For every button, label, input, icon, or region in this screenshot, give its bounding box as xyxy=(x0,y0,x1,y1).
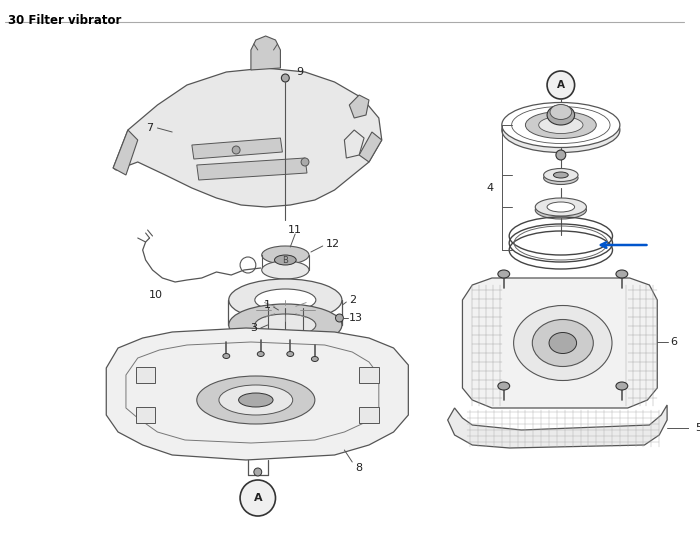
Text: 1: 1 xyxy=(264,300,271,310)
Ellipse shape xyxy=(536,198,587,216)
Polygon shape xyxy=(106,328,408,460)
Ellipse shape xyxy=(502,108,620,152)
Text: 4: 4 xyxy=(486,183,493,193)
Text: 3: 3 xyxy=(251,323,258,333)
Text: 2: 2 xyxy=(349,295,356,305)
Text: 13: 13 xyxy=(349,313,363,323)
Polygon shape xyxy=(251,36,281,70)
Text: B: B xyxy=(282,256,288,264)
Ellipse shape xyxy=(547,105,575,125)
Ellipse shape xyxy=(258,351,264,356)
Polygon shape xyxy=(359,367,379,383)
Ellipse shape xyxy=(526,111,596,139)
Ellipse shape xyxy=(197,376,315,424)
Ellipse shape xyxy=(547,202,575,212)
Ellipse shape xyxy=(239,393,273,407)
Circle shape xyxy=(547,71,575,99)
Ellipse shape xyxy=(616,382,628,390)
Ellipse shape xyxy=(219,385,293,415)
Text: A: A xyxy=(556,80,565,90)
Polygon shape xyxy=(349,95,369,118)
Ellipse shape xyxy=(255,289,316,311)
Ellipse shape xyxy=(549,332,577,354)
Ellipse shape xyxy=(536,201,587,219)
Circle shape xyxy=(232,146,240,154)
Polygon shape xyxy=(136,367,155,383)
Polygon shape xyxy=(344,130,364,158)
Text: 6: 6 xyxy=(671,337,678,347)
Polygon shape xyxy=(136,407,155,423)
Ellipse shape xyxy=(312,356,318,362)
Ellipse shape xyxy=(274,255,296,265)
Ellipse shape xyxy=(502,103,620,148)
Ellipse shape xyxy=(262,246,309,264)
Ellipse shape xyxy=(550,104,572,119)
Circle shape xyxy=(254,468,262,476)
Text: 11: 11 xyxy=(288,225,302,235)
Polygon shape xyxy=(463,278,657,408)
Text: 30 Filter vibrator: 30 Filter vibrator xyxy=(8,14,121,27)
Ellipse shape xyxy=(229,279,342,321)
Ellipse shape xyxy=(554,172,568,178)
Circle shape xyxy=(282,332,288,338)
Ellipse shape xyxy=(255,314,316,336)
Polygon shape xyxy=(359,407,379,423)
Ellipse shape xyxy=(287,351,294,356)
Circle shape xyxy=(300,332,306,338)
Ellipse shape xyxy=(262,261,309,279)
Ellipse shape xyxy=(539,117,583,134)
Ellipse shape xyxy=(616,270,628,278)
Ellipse shape xyxy=(514,305,612,380)
Text: 5: 5 xyxy=(695,423,700,433)
Text: 8: 8 xyxy=(356,463,363,473)
Ellipse shape xyxy=(229,304,342,346)
Ellipse shape xyxy=(498,382,510,390)
Text: 10: 10 xyxy=(148,290,162,300)
Ellipse shape xyxy=(532,319,594,366)
Circle shape xyxy=(240,480,276,516)
Ellipse shape xyxy=(544,172,578,185)
Polygon shape xyxy=(192,138,282,159)
Text: 12: 12 xyxy=(326,239,340,249)
Circle shape xyxy=(556,150,566,160)
Polygon shape xyxy=(359,132,382,162)
Ellipse shape xyxy=(544,169,578,181)
Polygon shape xyxy=(197,158,307,180)
Circle shape xyxy=(335,314,344,322)
Text: 9: 9 xyxy=(297,67,304,77)
Polygon shape xyxy=(448,405,667,448)
Text: 7: 7 xyxy=(146,123,153,133)
Circle shape xyxy=(265,332,271,338)
Polygon shape xyxy=(113,68,382,207)
Polygon shape xyxy=(113,130,138,175)
Ellipse shape xyxy=(223,354,230,358)
Circle shape xyxy=(301,158,309,166)
Circle shape xyxy=(281,74,289,82)
Text: A: A xyxy=(253,493,262,503)
Ellipse shape xyxy=(498,270,510,278)
